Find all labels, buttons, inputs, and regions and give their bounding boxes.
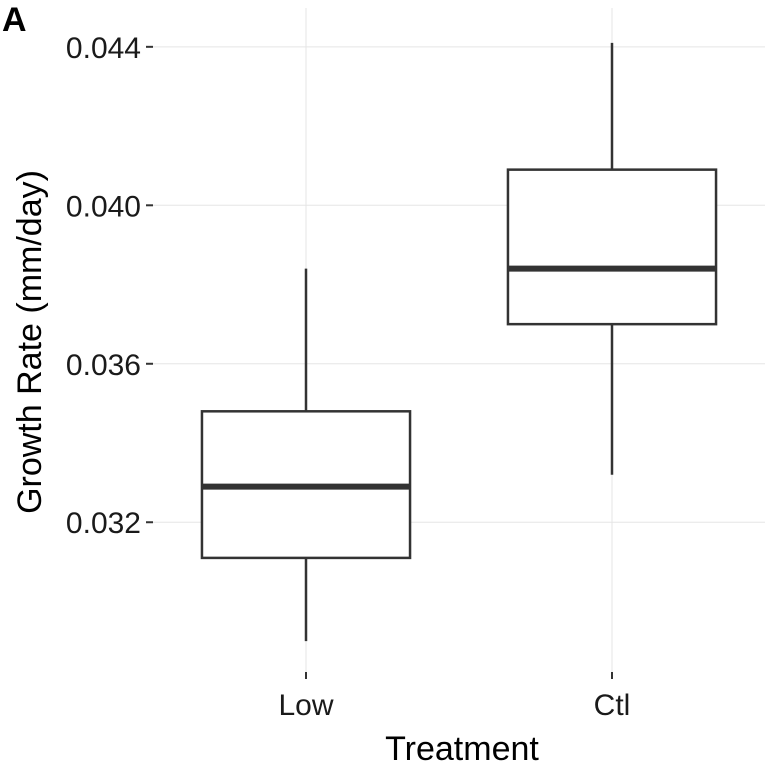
y-tick-label: 0.036 [66,349,141,382]
x-tick-label: Low [278,689,333,722]
box-ctl [506,42,718,475]
x-axis-title: Treatment [385,730,539,761]
grid-layer [153,8,765,672]
x-tick-label: Ctl [594,689,631,722]
box-low [200,268,412,642]
iqr-box [506,168,718,326]
panel-label: A [2,1,27,39]
axis-layer: 0.032 0.036 0.040 0.044 Low Ctl [66,32,630,722]
plot-layer [200,42,718,642]
y-axis-title: Growth Rate (mm/day) [11,170,49,514]
y-tick-label: 0.040 [66,190,141,223]
y-tick-label: 0.032 [66,507,141,540]
y-tick-label: 0.044 [66,32,141,65]
